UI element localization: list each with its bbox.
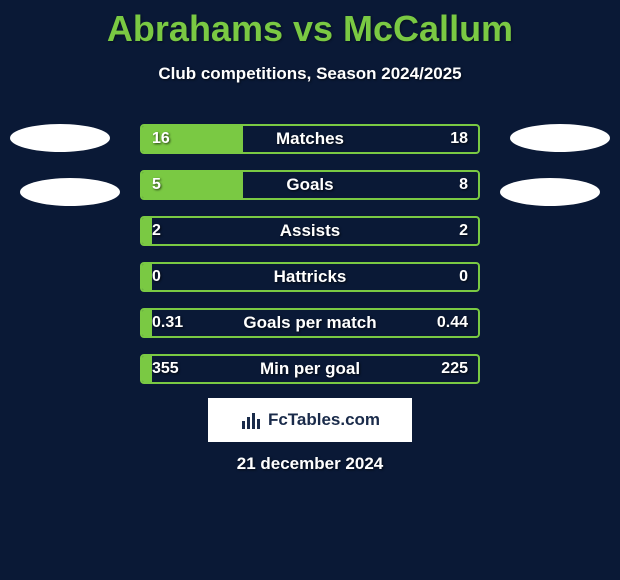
stat-label: Matches [142, 126, 478, 152]
stat-label: Goals per match [142, 310, 478, 336]
stat-row-assists: 2Assists2 [140, 216, 480, 246]
stat-label: Min per goal [142, 356, 478, 382]
stat-row-matches: 16Matches18 [140, 124, 480, 154]
logo-text: FcTables.com [268, 410, 380, 430]
comparison-subtitle: Club competitions, Season 2024/2025 [0, 64, 620, 84]
player-right-avatar-placeholder-2 [500, 178, 600, 206]
stat-right-value: 0.44 [437, 310, 468, 336]
chart-icon [240, 409, 262, 431]
fctables-logo[interactable]: FcTables.com [208, 398, 412, 442]
stat-label: Goals [142, 172, 478, 198]
stat-right-value: 0 [459, 264, 468, 290]
stat-right-value: 8 [459, 172, 468, 198]
stat-right-value: 225 [441, 356, 468, 382]
player-right-avatar-placeholder-1 [510, 124, 610, 152]
stat-label: Hattricks [142, 264, 478, 290]
stat-right-value: 2 [459, 218, 468, 244]
stat-right-value: 18 [450, 126, 468, 152]
comparison-bars: 16Matches18 5Goals8 2Assists2 0Hattricks0 0.… [140, 124, 480, 400]
comparison-title: Abrahams vs McCallum [0, 0, 620, 50]
player-left-avatar-placeholder-1 [10, 124, 110, 152]
stat-row-hattricks: 0Hattricks0 [140, 262, 480, 292]
player-left-avatar-placeholder-2 [20, 178, 120, 206]
stat-label: Assists [142, 218, 478, 244]
stat-row-min-per-goal: 355Min per goal225 [140, 354, 480, 384]
footer-date: 21 december 2024 [0, 454, 620, 474]
stat-row-goals: 5Goals8 [140, 170, 480, 200]
stat-row-goals-per-match: 0.31Goals per match0.44 [140, 308, 480, 338]
